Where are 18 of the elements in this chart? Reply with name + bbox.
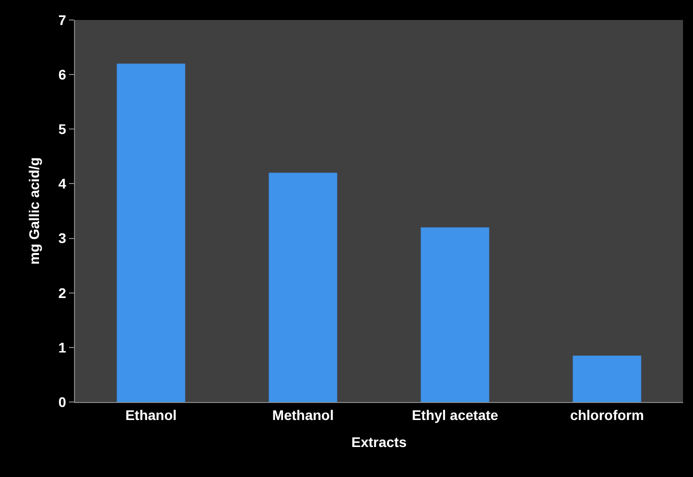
x-tick-label: Ethyl acetate	[412, 406, 498, 423]
bar	[420, 227, 490, 402]
bar	[116, 64, 186, 402]
y-tick-label: 7	[58, 12, 66, 28]
y-tick-label: 5	[58, 121, 66, 138]
y-tick-label: 6	[58, 66, 66, 82]
x-tick-label: Methanol	[272, 406, 334, 423]
y-tick-label: 3	[58, 230, 66, 246]
y-tick-label: 4	[58, 176, 66, 192]
y-tick-label: 0	[58, 394, 66, 410]
y-tick-label: 2	[58, 284, 66, 301]
y-tick-label: 1	[58, 339, 66, 356]
x-tick-label: Ethanol	[125, 406, 177, 423]
bar	[268, 172, 338, 402]
x-tick-label: chloroform	[570, 406, 644, 423]
y-axis-title: mg Gallic acid/g	[26, 157, 42, 265]
bar	[572, 356, 642, 402]
x-axis-title: Extracts	[351, 434, 407, 450]
